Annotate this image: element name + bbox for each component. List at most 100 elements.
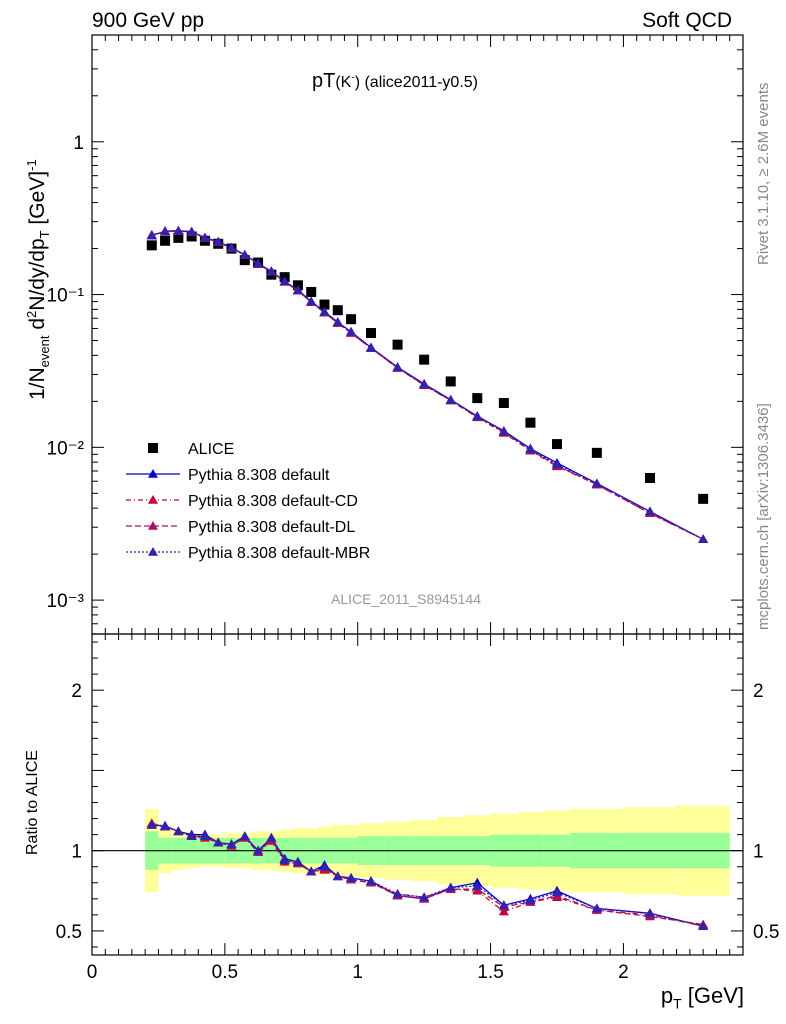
ratio-marker-3	[591, 903, 602, 913]
x-tick-label: 0.5	[212, 962, 238, 983]
ratio-y-tick-label-right: 0.5	[753, 922, 779, 943]
series-marker-4	[253, 258, 264, 268]
legend-marker	[148, 469, 158, 478]
ratio-marker-3	[186, 831, 197, 840]
ratio-y-tick-label-left: 1	[71, 842, 82, 863]
legend-marker	[148, 495, 158, 504]
data-point-alice	[346, 314, 357, 325]
ratio-series	[146, 818, 709, 930]
series-marker-4	[366, 342, 376, 352]
ratio-marker-3	[306, 866, 317, 876]
series-marker-4	[346, 326, 357, 336]
ratio-bands	[92, 805, 743, 896]
ratio-marker-3	[279, 855, 290, 865]
ratio-marker-3	[213, 837, 224, 847]
ratio-marker-3	[419, 892, 430, 901]
ratio-marker-3	[698, 921, 709, 930]
plot-title-sup: -	[351, 72, 355, 84]
legend-marker-alice	[148, 443, 158, 453]
legend-label: Pythia 8.308 default-MBR	[188, 545, 370, 562]
ratio-marker-3	[346, 872, 357, 882]
ratio-marker-3	[292, 856, 303, 866]
ratio-marker-3	[525, 895, 536, 905]
ratio-y-tick-label-left: 2	[71, 681, 82, 702]
series-marker-4	[173, 225, 184, 235]
series-line-3	[151, 230, 704, 540]
data-point-alice	[552, 439, 562, 450]
legend-marker	[148, 547, 158, 556]
x-axis-label: pT [GeV]	[660, 983, 744, 1012]
data-point-alice	[472, 393, 483, 404]
ratio-marker-3	[173, 826, 184, 836]
plot-title-rest: ) (alice2011-y0.5)	[354, 74, 478, 91]
series-marker-4	[226, 242, 237, 252]
series-marker-4	[645, 506, 655, 516]
ratio-marker-3	[472, 880, 483, 890]
x-tick-label: 0	[87, 962, 98, 983]
data-point-alice	[645, 472, 655, 483]
ratio-y-tick-label-right: 1	[753, 842, 764, 863]
ratio-marker-3	[645, 908, 655, 918]
frames	[91, 34, 744, 956]
legend-label: Pythia 8.308 default	[188, 467, 330, 484]
ratio-marker-3	[366, 876, 376, 885]
plot-title-main: pT	[312, 70, 336, 92]
main-y-tick-label: 10⁻²	[47, 438, 85, 459]
series-marker-4	[146, 230, 157, 240]
legend: ALICE Pythia 8.308 default Pythia 8.308 de…	[126, 441, 370, 562]
data-point-alice	[186, 231, 197, 242]
plot-title-particle: (K-) (alice2011-y0.5)	[335, 72, 478, 91]
data-point-alice	[525, 417, 536, 428]
mcplots-label: mcplots.cern.ch [arXiv:1306.3436]	[755, 403, 772, 630]
ratio-marker-3	[253, 845, 264, 855]
header-left: 900 GeV pp	[92, 9, 205, 32]
series-marker-4	[332, 317, 343, 326]
series-marker-4	[186, 226, 197, 236]
data-point-alice	[146, 240, 157, 251]
series-marker-4	[419, 379, 430, 389]
header-right: Soft QCD	[642, 9, 732, 32]
data-point-alice	[591, 447, 602, 458]
legend-label: Pythia 8.308 default-CD	[188, 493, 358, 510]
rivet-version-label: Rivet 3.1.10, ≥ 2.6M events	[755, 82, 772, 266]
ratio-marker-3	[226, 839, 237, 849]
data-point-alice	[419, 354, 430, 365]
ratio-marker-1	[498, 906, 509, 916]
series-marker-4	[160, 226, 171, 236]
ratio-marker-3	[445, 882, 456, 892]
ratio-frame	[91, 633, 744, 956]
x-tick-label: 2	[618, 962, 629, 983]
series-marker-4	[445, 395, 456, 404]
analysis-watermark: ALICE_2011_S8945144	[331, 591, 481, 607]
ratio-marker-3	[332, 871, 343, 881]
ratio-marker-3	[266, 832, 277, 842]
series-marker-4	[319, 306, 330, 316]
data-point-alice	[698, 493, 709, 504]
series-marker-4	[213, 236, 224, 246]
ratio-line-2	[151, 822, 704, 926]
series-marker-4	[239, 249, 250, 259]
plot-title: pT(K-) (alice2011-y0.5)	[312, 70, 478, 93]
data-point-alice	[239, 255, 250, 266]
data-point-alice	[306, 286, 317, 297]
data-point-alice	[366, 328, 376, 339]
legend-label: Pythia 8.308 default-DL	[188, 519, 355, 536]
legend-marker	[148, 521, 158, 530]
series-marker-4	[266, 266, 277, 276]
series-marker-4	[591, 478, 602, 488]
main-y-axis-label: 1/Nevent d2N/dy/dpT [GeV]-1	[24, 159, 53, 400]
ratio-marker-3	[146, 819, 157, 829]
ratio-marker-3	[319, 861, 330, 871]
main-y-tick-label: 1	[73, 133, 84, 154]
data-point-alice	[173, 232, 184, 243]
series-marker-4	[525, 444, 536, 454]
series-marker-4	[472, 411, 483, 421]
ratio-marker-3	[552, 887, 562, 897]
ratio-marker-3	[498, 900, 509, 909]
axis-ticks: 0 0.5 1 1.5 210⁻³10⁻²10⁻¹10.5 0.51 12 2	[47, 34, 779, 983]
ratio-y-axis-label: Ratio to ALICE	[24, 750, 41, 855]
ratio-marker-3	[392, 889, 403, 898]
series-marker-4	[279, 276, 290, 286]
data-point-alice	[445, 376, 456, 387]
